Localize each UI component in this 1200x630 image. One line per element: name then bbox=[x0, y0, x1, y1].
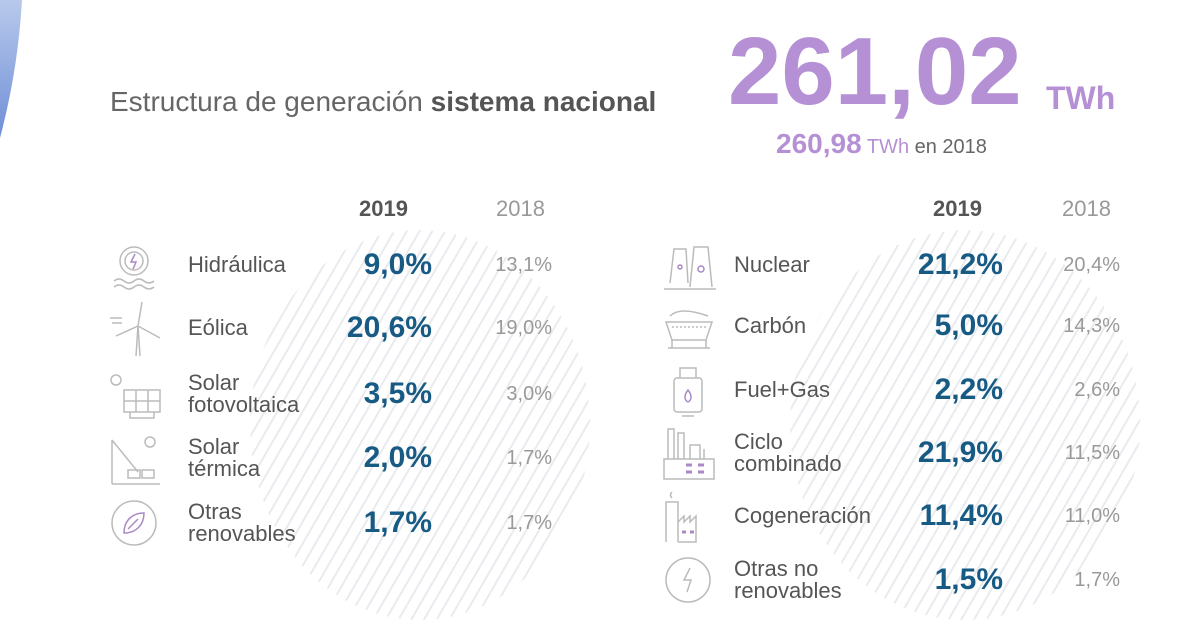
coal-wagon-icon bbox=[664, 310, 714, 349]
source-label: Otras no renovables bbox=[734, 556, 842, 603]
previous-total: 260,98 TWh en 2018 bbox=[776, 128, 987, 159]
leaf-recycle-icon bbox=[111, 500, 157, 546]
source-label: Otras renovables bbox=[188, 499, 296, 546]
solar-panel-icon bbox=[110, 374, 161, 419]
col-header-2018-left: 2018 bbox=[496, 196, 545, 221]
nuclear-plant-icon bbox=[664, 246, 716, 290]
col-header-2018-right: 2018 bbox=[1062, 196, 1111, 221]
bolt-recycle-icon bbox=[665, 557, 711, 603]
table-row: Cogeneración 11,4% 11,0% bbox=[660, 486, 1120, 546]
total-value: 261,02 bbox=[728, 18, 1022, 125]
value-2018: 11,0% bbox=[1064, 505, 1120, 527]
value-2019: 21,9% bbox=[917, 436, 1003, 469]
combined-cycle-plant-icon bbox=[663, 428, 715, 480]
table-row: Otras renovables 1,7% 1,7% bbox=[106, 493, 552, 553]
value-2019: 2,0% bbox=[363, 441, 432, 474]
total-unit: TWh bbox=[1046, 80, 1116, 116]
source-label: Eólica bbox=[188, 315, 248, 340]
value-2019: 3,5% bbox=[363, 377, 432, 410]
value-2019: 21,2% bbox=[917, 248, 1003, 281]
table-row: Otras no renovables 1,5% 1,7% bbox=[660, 550, 1120, 610]
source-label: Solar fotovoltaica bbox=[188, 370, 300, 417]
source-label: Hidráulica bbox=[188, 252, 286, 277]
hydro-icon bbox=[113, 246, 155, 290]
value-2018: 19,0% bbox=[495, 317, 552, 339]
table-row: Hidráulica 9,0% 13,1% bbox=[106, 235, 552, 295]
hatched-circle-right bbox=[790, 230, 1140, 620]
value-2018: 13,1% bbox=[495, 254, 552, 276]
value-2018: 1,7% bbox=[1074, 569, 1120, 591]
value-2018: 14,3% bbox=[1063, 315, 1120, 337]
source-label: Ciclo combinado bbox=[734, 429, 842, 476]
value-2019: 2,2% bbox=[934, 373, 1003, 406]
table-row: Eólica 20,6% 19,0% bbox=[106, 298, 552, 358]
factory-icon bbox=[665, 491, 697, 543]
value-2019: 20,6% bbox=[346, 311, 432, 344]
value-2019: 1,7% bbox=[363, 506, 432, 539]
table-row: Nuclear 21,2% 20,4% bbox=[660, 235, 1120, 295]
value-2018: 11,5% bbox=[1064, 442, 1120, 464]
gas-cylinder-icon bbox=[673, 367, 703, 417]
source-label: Carbón bbox=[734, 313, 807, 338]
value-2019: 1,5% bbox=[934, 563, 1003, 596]
decorative-arc bbox=[0, 0, 22, 138]
table-row: Ciclo combinado 21,9% 11,5% bbox=[660, 423, 1120, 483]
wind-turbine-icon bbox=[110, 301, 161, 356]
value-2018: 20,4% bbox=[1063, 254, 1120, 276]
table-row: Solar fotovoltaica 3,5% 3,0% bbox=[106, 364, 552, 424]
value-2018: 1,7% bbox=[506, 512, 552, 534]
page-title: Estructura de generación sistema naciona… bbox=[110, 86, 657, 117]
source-label: Solar térmica bbox=[188, 434, 261, 481]
value-2018: 2,6% bbox=[1074, 379, 1120, 401]
col-header-2019-left: 2019 bbox=[359, 196, 408, 221]
source-label: Nuclear bbox=[734, 252, 810, 277]
value-2019: 5,0% bbox=[934, 309, 1003, 342]
value-2019: 11,4% bbox=[919, 499, 1003, 532]
col-header-2019-right: 2019 bbox=[933, 196, 982, 221]
value-2019: 9,0% bbox=[363, 248, 432, 281]
solar-thermal-icon bbox=[111, 436, 160, 485]
table-row: Solar térmica 2,0% 1,7% bbox=[106, 428, 552, 488]
source-label: Fuel+Gas bbox=[734, 377, 830, 402]
hatched-circle-left bbox=[250, 230, 590, 620]
table-row: Fuel+Gas 2,2% 2,6% bbox=[660, 360, 1120, 420]
value-2018: 3,0% bbox=[506, 383, 552, 405]
table-row: Carbón 5,0% 14,3% bbox=[660, 296, 1120, 356]
source-label: Cogeneración bbox=[734, 503, 871, 528]
value-2018: 1,7% bbox=[506, 447, 552, 469]
